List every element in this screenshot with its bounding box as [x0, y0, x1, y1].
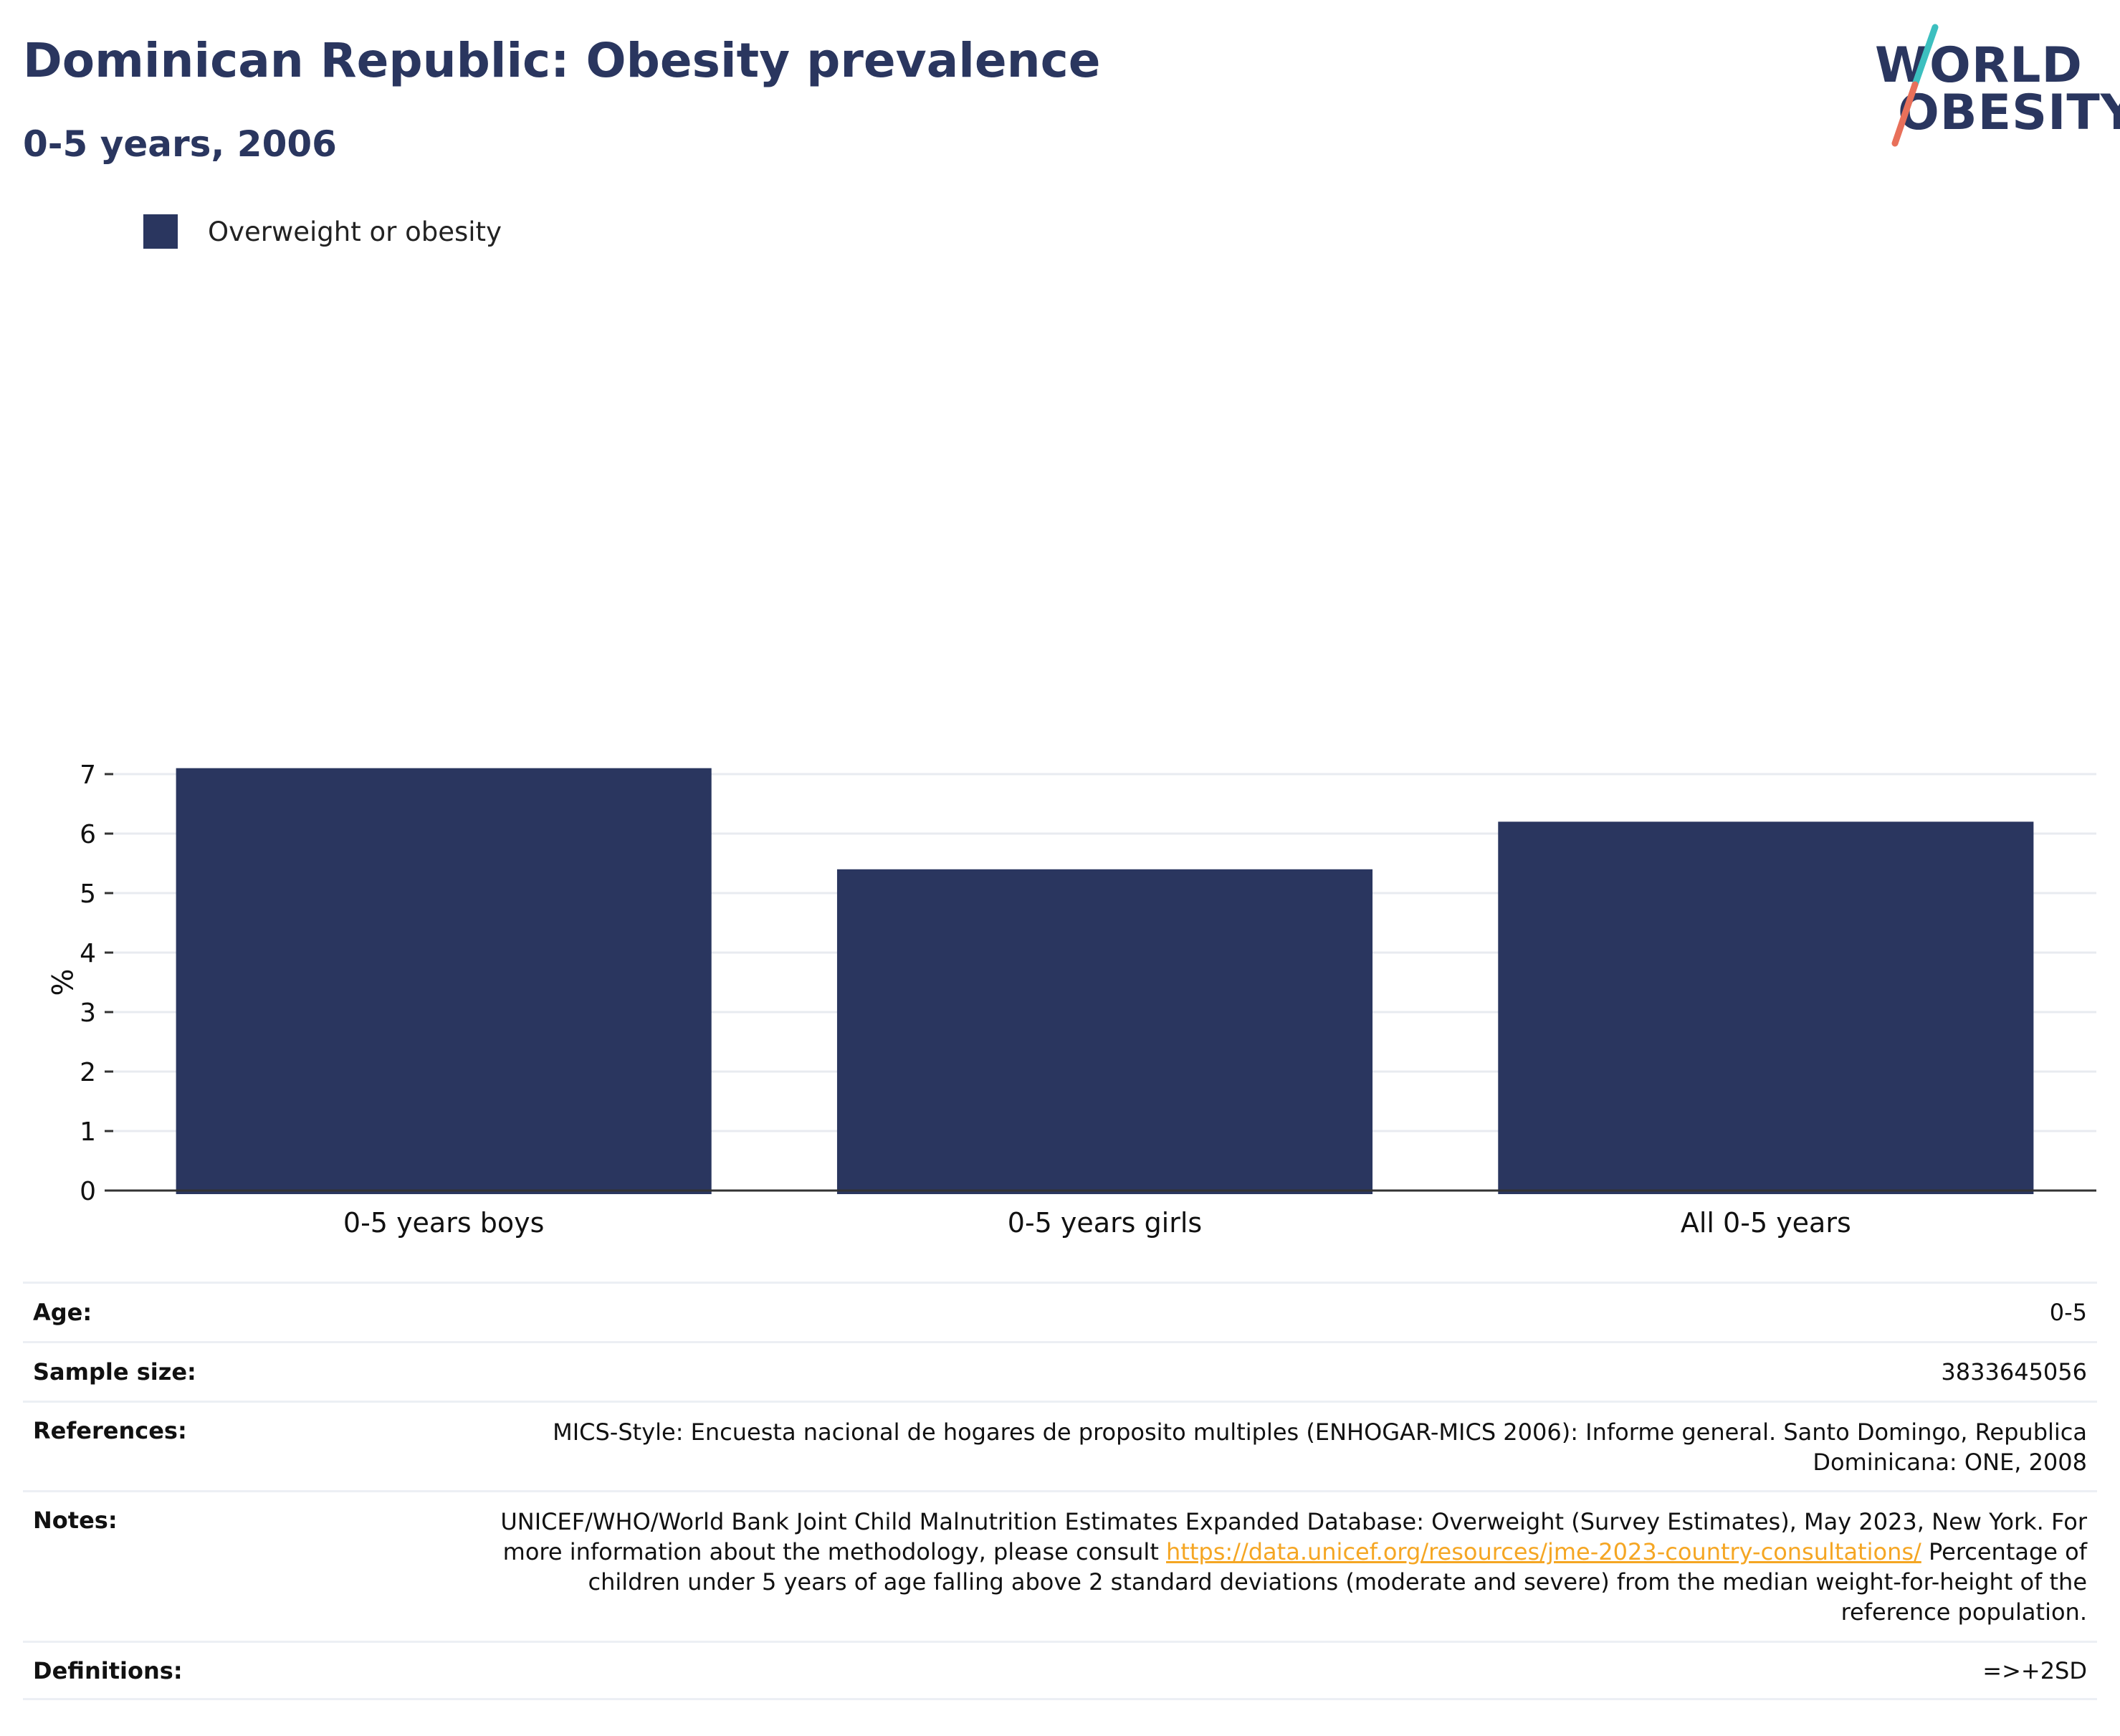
y-tick-label: 2	[80, 1058, 96, 1087]
chart-title: Dominican Republic: Obesity prevalence	[23, 33, 1101, 88]
definitions-label: Definitions:	[33, 1656, 183, 1684]
age-value: 0-5	[2049, 1299, 2087, 1326]
notes-label: Notes:	[33, 1507, 118, 1534]
x-tick-label: All 0-5 years	[1681, 1207, 1851, 1239]
chart-subtitle: 0-5 years, 2006	[23, 123, 337, 165]
sample-size-label: Sample size:	[33, 1358, 196, 1386]
y-tick-label: 4	[80, 939, 96, 968]
world-obesity-logo[interactable]: WORLD OBESITY	[1863, 22, 2120, 151]
logo-text-world: WORLD	[1875, 37, 2083, 94]
info-row-references: References: MICS-Style: Encuesta naciona…	[23, 1401, 2097, 1490]
logo-text-obesity: OBESITY	[1898, 85, 2120, 141]
notes-text-1: UNICEF/WHO/World Bank Joint Child Malnut…	[500, 1508, 2087, 1565]
references-value: MICS-Style: Encuesta nacional de hogares…	[553, 1418, 2087, 1476]
bar	[836, 869, 1373, 1194]
info-row-age: Age: 0-5	[23, 1282, 2097, 1341]
y-tick-label: 5	[80, 879, 96, 909]
x-tick-label: 0-5 years boys	[343, 1207, 544, 1239]
definitions-value: =>+2SD	[1982, 1656, 2087, 1684]
age-label: Age:	[33, 1299, 92, 1326]
y-tick-label: 0	[80, 1177, 96, 1206]
logo-slash-icon	[1891, 24, 1939, 147]
info-row-definitions: Definitions: =>+2SD	[23, 1641, 2097, 1700]
legend-label: Overweight or obesity	[208, 216, 502, 247]
y-tick-label: 6	[80, 820, 96, 849]
y-tick-label: 3	[80, 998, 96, 1028]
bar	[1498, 821, 2034, 1194]
references-label: References:	[33, 1417, 187, 1444]
y-axis-label: %	[44, 968, 77, 996]
notes-text-2: Percentage of children under 5 years of …	[588, 1538, 2088, 1626]
notes-link[interactable]: https://data.unicef.org/resources/jme-20…	[1166, 1538, 1921, 1565]
y-tick-label: 1	[80, 1117, 96, 1147]
info-row-sample-size: Sample size: 3833645056	[23, 1341, 2097, 1401]
bar	[176, 768, 712, 1194]
info-row-notes: Notes: UNICEF/WHO/World Bank Joint Child…	[23, 1490, 2097, 1641]
chart-legend[interactable]: Overweight or obesity	[143, 214, 502, 249]
y-tick-label: 7	[80, 760, 96, 790]
legend-swatch	[143, 214, 178, 249]
info-table: Age: 0-5 Sample size: 3833645056 Referen…	[23, 1282, 2097, 1700]
bar-chart: 0 1 2 3 4 5 6 7% 0-5 years boys 0-5 years girls Al…	[44, 760, 2096, 1239]
notes-value: UNICEF/WHO/World Bank Joint Child Malnut…	[474, 1507, 2087, 1627]
x-tick-label: 0-5 years girls	[1008, 1207, 1202, 1239]
sample-size-value: 3833645056	[1941, 1358, 2087, 1386]
